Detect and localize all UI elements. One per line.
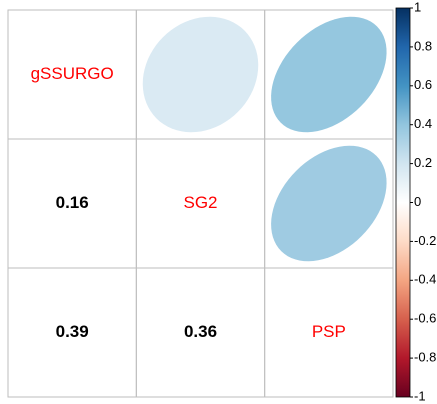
- colorbar-tick-label: -1: [414, 388, 426, 403]
- correlation-ellipse: [142, 16, 259, 133]
- variable-label: SG2: [183, 193, 217, 212]
- colorbar-tick-label: -0.6: [414, 311, 436, 326]
- correlation-value: 0.36: [184, 322, 217, 341]
- colorbar-tick-label: 0.4: [414, 116, 432, 131]
- colorbar-tick-label: 0: [414, 194, 421, 209]
- colorbar-tick-label: -0.2: [414, 233, 436, 248]
- correlation-value: 0.39: [56, 322, 89, 341]
- colorbar-tick-label: 1: [414, 0, 421, 14]
- colorbar: [395, 7, 411, 398]
- colorbar-tick-label: 0.8: [414, 38, 432, 53]
- variable-label: gSSURGO: [31, 64, 114, 83]
- variable-label: PSP: [312, 322, 346, 341]
- colorbar-tick-label: -0.4: [414, 272, 436, 287]
- correlation-ellipse: [271, 145, 387, 262]
- grid-cell: [264, 267, 394, 398]
- correlation-value: 0.16: [56, 193, 89, 212]
- colorbar-tick-label: -0.8: [414, 350, 436, 365]
- correlation-ellipse: [271, 16, 387, 133]
- colorbar-tick-label: 0.6: [414, 77, 432, 92]
- colorbar-tick-label: 0.2: [414, 155, 432, 170]
